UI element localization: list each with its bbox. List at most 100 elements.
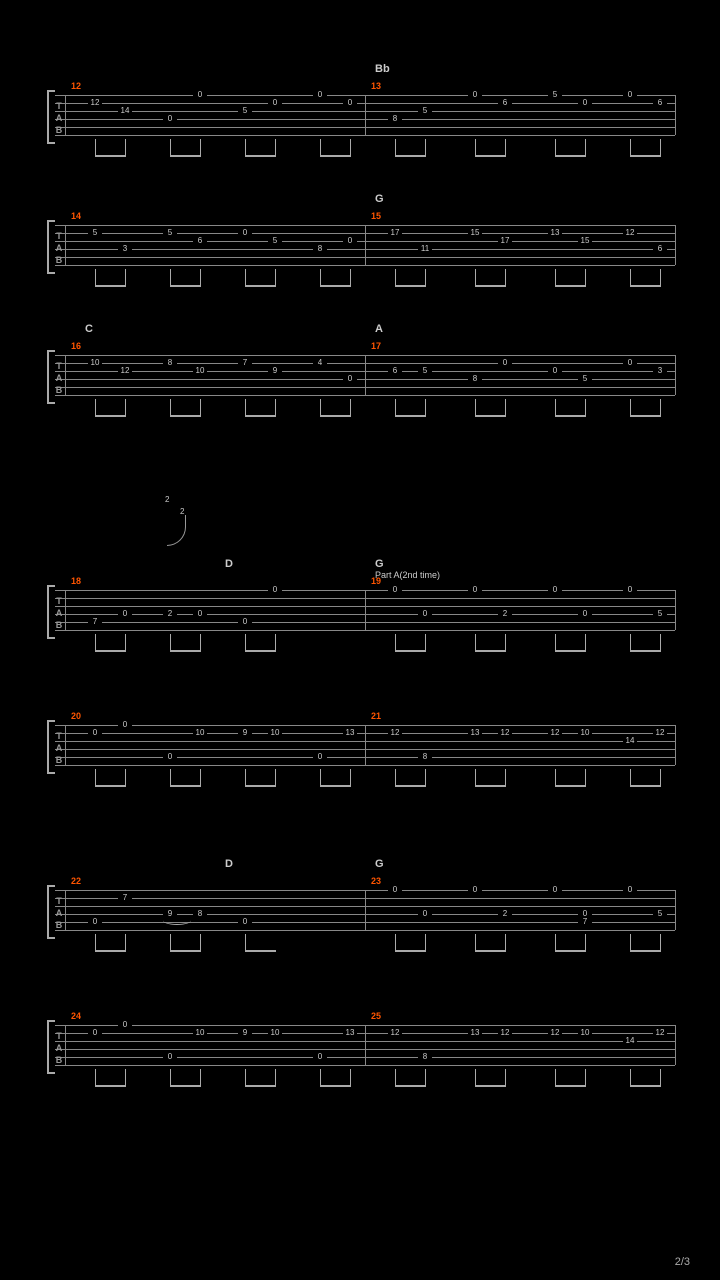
staff-line <box>55 765 675 766</box>
beam <box>95 785 126 787</box>
beam-group <box>555 634 585 654</box>
beam <box>630 785 661 787</box>
measure-number: 25 <box>371 1011 381 1021</box>
fret-number: 0 <box>418 910 432 918</box>
fret-number: 10 <box>268 1029 282 1037</box>
beam <box>320 785 351 787</box>
fret-number: 0 <box>118 1021 132 1029</box>
fret-number: 13 <box>343 729 357 737</box>
measure-number: 15 <box>371 211 381 221</box>
fret-number: 14 <box>623 737 637 745</box>
beam <box>475 950 506 952</box>
beam-group <box>170 1069 200 1089</box>
fret-number: 15 <box>578 237 592 245</box>
fret-number: 10 <box>193 367 207 375</box>
beam-group <box>395 139 425 159</box>
fret-number: 8 <box>388 115 402 123</box>
beam <box>95 285 126 287</box>
beam <box>395 950 426 952</box>
beam-group <box>475 634 505 654</box>
fret-number: 5 <box>653 910 667 918</box>
measure-number: 20 <box>71 711 81 721</box>
tab-clef-letter: A <box>54 113 64 123</box>
beam-group <box>475 399 505 419</box>
fret-number: 4 <box>313 359 327 367</box>
barline <box>65 590 66 630</box>
measure-number: 16 <box>71 341 81 351</box>
staff-line <box>55 1065 675 1066</box>
fret-number: 12 <box>548 1029 562 1037</box>
beam-group <box>555 399 585 419</box>
beam-group <box>395 1069 425 1089</box>
beam <box>245 650 276 652</box>
fret-number: 0 <box>468 91 482 99</box>
beam <box>475 415 506 417</box>
fret-number: 0 <box>623 359 637 367</box>
tab-clef-letter: B <box>54 1055 64 1065</box>
tab-clef-letter: T <box>54 101 64 111</box>
fret-number: 0 <box>238 918 252 926</box>
fret-number: 0 <box>418 610 432 618</box>
fret-number: 0 <box>388 586 402 594</box>
beam <box>555 155 586 157</box>
beam-group <box>170 769 200 789</box>
staff-line <box>55 265 675 266</box>
tab-clef-letter: A <box>54 743 64 753</box>
beam <box>320 155 351 157</box>
tab-clef-letter: A <box>54 373 64 383</box>
beam <box>630 285 661 287</box>
barline <box>365 1025 366 1065</box>
chord-label: G <box>375 193 384 205</box>
beam-group <box>630 269 660 289</box>
fret-number: 10 <box>268 729 282 737</box>
beam <box>95 155 126 157</box>
beam-group <box>630 634 660 654</box>
barline <box>675 590 676 630</box>
beam <box>170 650 201 652</box>
beam <box>395 1085 426 1087</box>
beam <box>555 1085 586 1087</box>
beam-group <box>395 769 425 789</box>
tab-clef-letter: B <box>54 920 64 930</box>
staff-line <box>55 395 675 396</box>
fret-number: 8 <box>163 359 177 367</box>
barline <box>365 890 366 930</box>
beam-group <box>170 139 200 159</box>
tab-clef-letter: T <box>54 361 64 371</box>
fret-number: 12 <box>653 729 667 737</box>
fret-number: 17 <box>388 229 402 237</box>
beam-group <box>320 769 350 789</box>
fret-number: 0 <box>343 375 357 383</box>
fret-number: 0 <box>498 359 512 367</box>
beam-group <box>395 634 425 654</box>
beam <box>475 1085 506 1087</box>
fret-number: 0 <box>118 610 132 618</box>
beam <box>395 415 426 417</box>
beam-group <box>555 1069 585 1089</box>
beam-group <box>630 399 660 419</box>
beam <box>170 155 201 157</box>
beam-group <box>95 139 125 159</box>
beam-group <box>320 269 350 289</box>
fret-number: 11 <box>418 245 432 253</box>
tab-clef-letter: T <box>54 896 64 906</box>
beam <box>630 1085 661 1087</box>
beam-group <box>555 769 585 789</box>
barline <box>65 725 66 765</box>
beam-group <box>555 934 585 954</box>
fret-number: 0 <box>88 918 102 926</box>
measure-number: 24 <box>71 1011 81 1021</box>
beam-group <box>95 1069 125 1089</box>
fret-number: 6 <box>498 99 512 107</box>
fret-number: 7 <box>578 918 592 926</box>
staff-line <box>55 930 675 931</box>
fret-number: 13 <box>548 229 562 237</box>
measure-number: 22 <box>71 876 81 886</box>
fret-number: 12 <box>653 1029 667 1037</box>
fret-number: 0 <box>623 886 637 894</box>
fret-number: 0 <box>268 99 282 107</box>
measure-number: 13 <box>371 81 381 91</box>
beam-group <box>395 269 425 289</box>
beam <box>320 285 351 287</box>
fret-number: 0 <box>548 886 562 894</box>
